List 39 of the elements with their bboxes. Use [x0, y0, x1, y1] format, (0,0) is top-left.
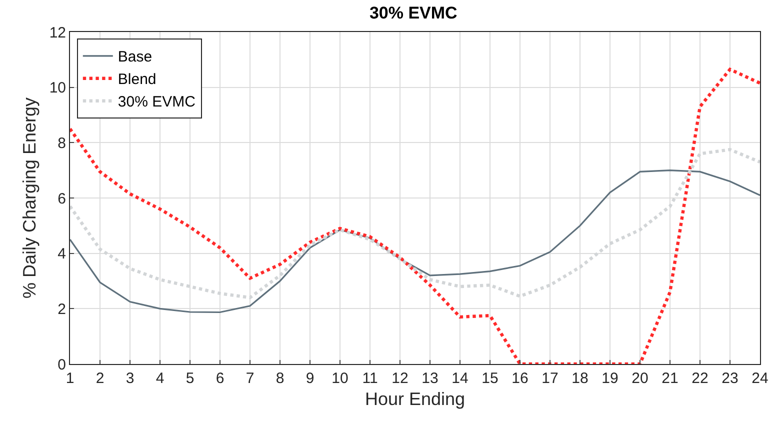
x-tick-label: 21: [662, 370, 678, 387]
x-tick-label: 6: [216, 370, 224, 387]
x-tick-label: 5: [186, 370, 194, 387]
x-tick-label: 20: [632, 370, 648, 387]
x-tick-label: 22: [692, 370, 708, 387]
y-tick-label: 2: [58, 300, 66, 318]
x-tick-label: 18: [572, 370, 588, 387]
x-tick-label: 7: [246, 370, 254, 387]
y-tick-label: 4: [58, 246, 66, 263]
x-tick-label: 15: [482, 370, 498, 387]
y-tick-label: 12: [49, 24, 66, 42]
x-tick-label: 4: [156, 370, 164, 387]
x-tick-label: 19: [602, 370, 618, 387]
x-tick-label: 8: [276, 370, 284, 387]
x-tick-label: 12: [392, 370, 408, 387]
y-tick-label: 6: [58, 190, 66, 208]
x-tick-label: 1: [66, 370, 74, 387]
x-tick-label: 9: [306, 370, 314, 387]
x-tick-label: 24: [752, 370, 768, 387]
line-series: [70, 68, 760, 364]
x-tick-label: 3: [126, 370, 134, 387]
x-tick-label: 14: [452, 370, 468, 387]
x-tick-label: 17: [542, 370, 558, 387]
x-tick-label: 23: [722, 370, 738, 387]
legend-label: Blend: [118, 71, 156, 88]
x-tick-label: 2: [96, 370, 104, 387]
x-tick-label: 16: [512, 370, 528, 387]
legend-label: 30% EVMC: [118, 94, 196, 111]
y-tick-label: 10: [49, 80, 66, 97]
x-tick-label: 13: [422, 370, 438, 387]
chart-title: 30% EVMC: [369, 3, 458, 22]
x-axis-title: Hour Ending: [364, 389, 466, 410]
y-axis-title: % Daily Charging Energy: [20, 97, 40, 299]
y-tick-label: 8: [58, 134, 66, 152]
x-tick-label: 11: [362, 370, 378, 387]
line-series: [70, 170, 760, 314]
y-tick-label: 0: [58, 356, 66, 374]
legend-label: Base: [118, 48, 152, 66]
x-tick-label: 10: [332, 370, 348, 387]
